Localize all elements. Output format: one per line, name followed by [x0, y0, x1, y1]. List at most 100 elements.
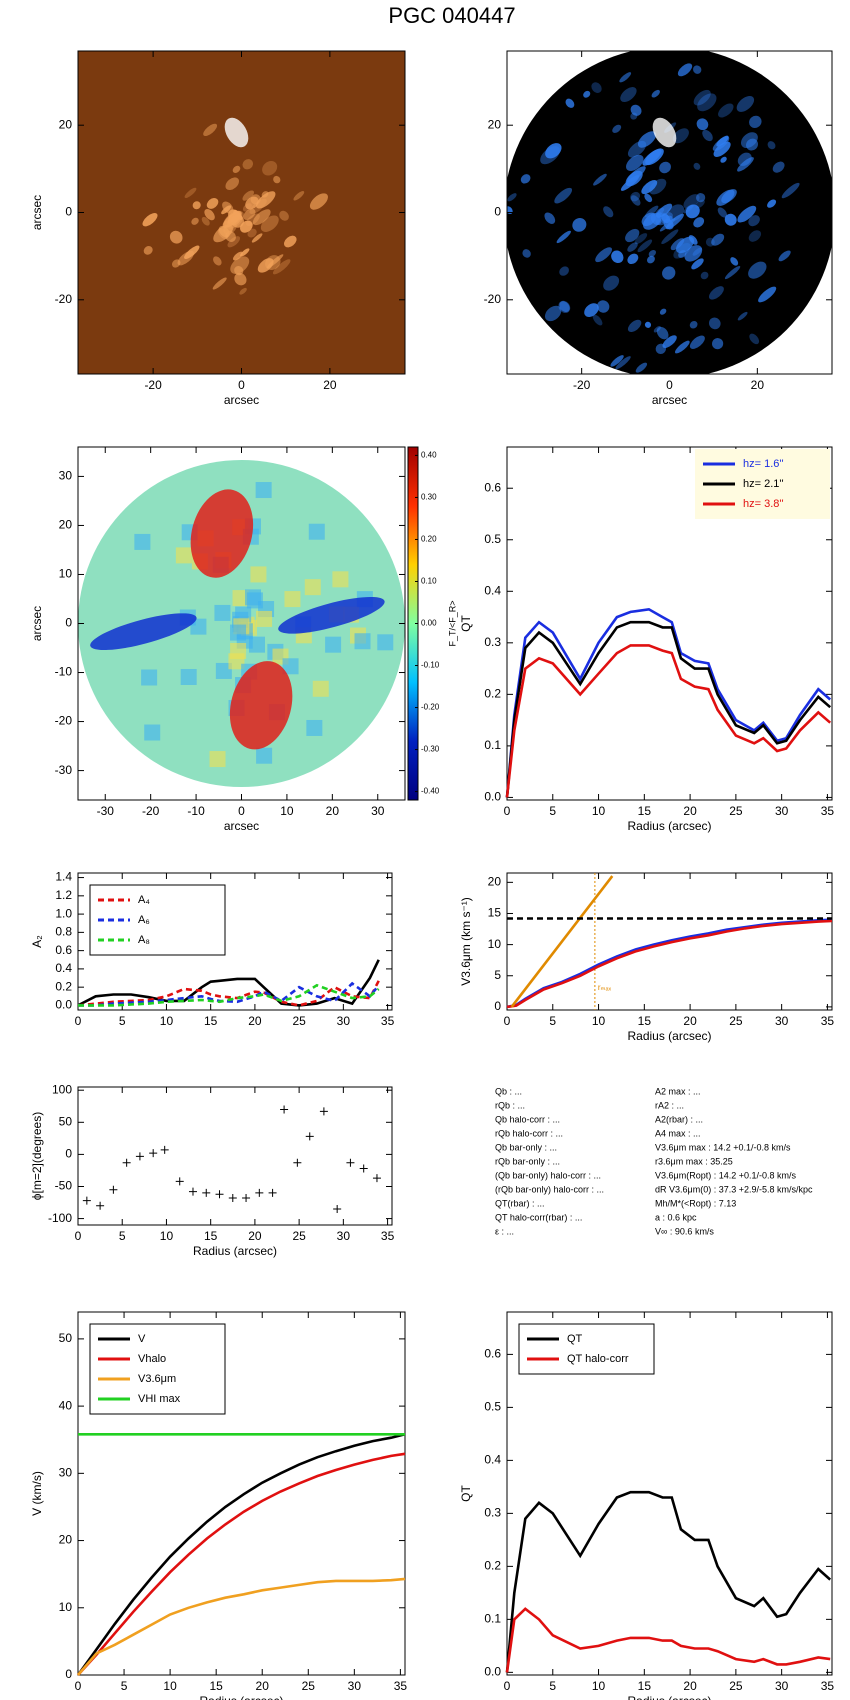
- parameter-line: V∞ : 90.6 km/s: [655, 1226, 714, 1236]
- x-axis-label: arcsec: [224, 393, 259, 407]
- x-tick-label: 0: [75, 1229, 82, 1243]
- y-tick-label: 0: [65, 1667, 72, 1681]
- colorbar-tick-label: -0.30: [421, 745, 440, 754]
- parameter-line: QT(rbar) : ...: [495, 1198, 545, 1208]
- image-blob: [610, 355, 624, 367]
- y-tick-label: 0.3: [484, 1506, 501, 1520]
- x-tick-label: 0: [666, 378, 673, 392]
- image-pixel: [232, 590, 249, 607]
- image-blob: [272, 259, 291, 275]
- legend-label: Vhalo: [138, 1353, 166, 1365]
- image-blob: [627, 242, 638, 252]
- x-tick-label: 15: [204, 1014, 218, 1028]
- image-blob: [559, 266, 570, 276]
- y-tick-label: 1.4: [55, 870, 72, 884]
- x-tick-label: 5: [549, 1679, 556, 1693]
- image-core: [224, 117, 249, 148]
- image-blob: [593, 173, 607, 186]
- x-axis-label: Radius (arcsec): [193, 1244, 277, 1258]
- parameter-line: V3.6μm max : 14.2 +0.1/-0.8 km/s: [655, 1142, 791, 1152]
- y-tick-label: 0: [494, 205, 501, 219]
- x-tick-label: 35: [381, 1014, 395, 1028]
- image-pixel: [250, 566, 267, 583]
- image-blob: [572, 217, 587, 232]
- y-tick-label: 40: [59, 1398, 73, 1412]
- point: [333, 1204, 342, 1213]
- image-blob: [702, 129, 713, 142]
- x-tick-label: 10: [280, 804, 294, 818]
- image-blob: [649, 178, 667, 195]
- image-blob: [240, 248, 250, 257]
- image-lobe: [90, 613, 197, 651]
- image-blob: [213, 224, 233, 243]
- x-tick-label: -20: [144, 378, 162, 392]
- image-blob: [565, 98, 575, 108]
- parameter-line: dR V3.6μm(0) : 37.3 +2.9/-5.8 km/s/kpc: [655, 1184, 813, 1194]
- y-tick-label: 0: [65, 616, 72, 630]
- image-blob: [662, 335, 677, 349]
- x-tick-label: 20: [248, 1229, 262, 1243]
- image-pixel: [141, 669, 158, 686]
- image-blob: [234, 272, 247, 286]
- image-blob: [778, 250, 791, 262]
- point: [228, 1194, 237, 1203]
- y-tick-label: 20: [488, 117, 502, 131]
- y-tick-label: 0.6: [484, 1347, 501, 1361]
- plot-frame: [77, 1086, 393, 1226]
- y-tick-label: -100: [48, 1211, 72, 1225]
- point: [82, 1196, 91, 1205]
- x-tick-label: 5: [549, 804, 556, 818]
- image-blob: [720, 156, 727, 163]
- parameter-line: A2(rbar) : ...: [655, 1114, 703, 1124]
- x-tick-label: 25: [729, 1679, 743, 1693]
- x-tick-label: 10: [592, 804, 606, 818]
- y-axis-label: A₂: [30, 935, 44, 948]
- x-tick-label: 25: [292, 1229, 306, 1243]
- image-blob: [736, 95, 755, 112]
- image-pixel: [306, 719, 323, 736]
- image-core: [652, 117, 677, 148]
- image-blob: [240, 220, 253, 233]
- image-pixel: [256, 610, 273, 627]
- image-pixel: [209, 751, 226, 768]
- y-tick-label: 1.0: [55, 906, 72, 920]
- image-blob: [662, 266, 676, 280]
- image-blob: [615, 356, 631, 370]
- image-pixel: [284, 591, 301, 608]
- image-pixel: [325, 636, 342, 653]
- colorbar-tick-label: -0.20: [421, 703, 440, 712]
- image-blob: [685, 204, 700, 219]
- image-blob: [309, 193, 328, 210]
- parameter-line: Qb : ...: [495, 1086, 522, 1096]
- image-blob: [672, 128, 689, 144]
- x-tick-label: 20: [326, 804, 340, 818]
- legend-label: hz= 1.6'': [743, 458, 784, 470]
- image-blob: [644, 205, 659, 218]
- image-blob: [191, 217, 199, 225]
- x-tick-label: 0: [238, 804, 245, 818]
- x-tick-label: 30: [348, 1679, 362, 1693]
- image: [78, 51, 405, 374]
- image-blob: [748, 261, 767, 279]
- y-tick-label: 20: [488, 875, 502, 889]
- y-tick-label: 10: [488, 937, 502, 951]
- y-tick-label: 0.6: [484, 480, 501, 494]
- image-blob: [611, 250, 624, 264]
- image-blob: [630, 112, 638, 120]
- image-blob: [177, 250, 194, 266]
- image-blob: [591, 82, 602, 93]
- series-line: [76, 1433, 406, 1676]
- image-pixel: [354, 633, 371, 650]
- colorbar-tick-label: 0.10: [421, 577, 437, 586]
- point: [268, 1188, 277, 1197]
- image-blob: [737, 157, 754, 172]
- point: [305, 1132, 314, 1141]
- image-blob: [630, 191, 641, 202]
- legend-box: [518, 1323, 655, 1375]
- x-axis-label: Radius (arcsec): [627, 819, 711, 833]
- x-tick-label: 30: [337, 1014, 351, 1028]
- legend-label: V3.6μm: [138, 1373, 176, 1385]
- image-blob: [558, 300, 571, 314]
- image-blob: [249, 198, 267, 215]
- x-tick-label: 15: [209, 1679, 223, 1693]
